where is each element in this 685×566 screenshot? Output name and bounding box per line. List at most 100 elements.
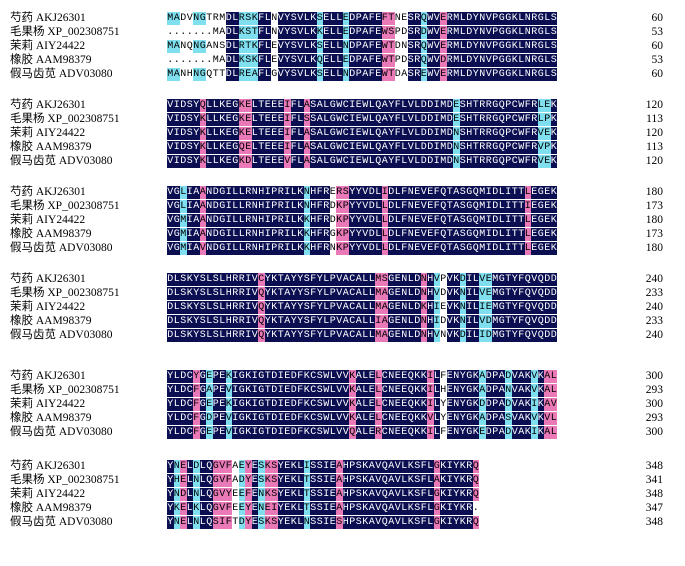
residue-cell: D	[485, 384, 492, 397]
residue-cell: V	[342, 384, 349, 397]
residue-cell: K	[336, 214, 343, 227]
residue-cell: S	[550, 68, 557, 81]
residue-cell: C	[186, 412, 193, 425]
residue-cell: E	[277, 127, 284, 140]
residue-cell: .	[193, 55, 200, 66]
residue-cell: .	[180, 55, 187, 66]
residue-cell: K	[537, 370, 544, 383]
residue-cell: A	[368, 488, 375, 501]
residue-cell: K	[420, 412, 427, 425]
sequence-row: .......MADLKSKFLEVYSVLKQELLEDPAFEWTPDSRQ…	[167, 54, 557, 67]
residue-cell: F	[524, 113, 531, 126]
residue-cell: G	[173, 214, 180, 227]
residue-cell: S	[310, 127, 317, 140]
residue-cell: K	[453, 315, 460, 328]
residue-cell: L	[368, 273, 375, 286]
residue-cell: I	[173, 141, 180, 154]
residue-cell: D	[167, 287, 174, 300]
residue-cell: M	[219, 13, 226, 24]
residue-cell: V	[277, 54, 284, 67]
residue-cell: Y	[284, 12, 291, 25]
residue-cell: E	[375, 68, 382, 81]
residue-cell: E	[427, 228, 434, 241]
residue-cell: E	[251, 488, 258, 501]
residue-cell: I	[524, 200, 531, 213]
residue-cell: V	[485, 54, 492, 67]
residue-cell: P	[544, 141, 551, 154]
residue-cell: F	[193, 384, 200, 397]
residue-cell: K	[251, 40, 258, 53]
residue-cell: D	[225, 26, 232, 39]
residue-cell: G	[537, 26, 544, 39]
residue-cell: L	[407, 301, 414, 314]
residue-cell: L	[414, 155, 421, 168]
residue-cell: I	[186, 214, 193, 227]
residue-cell: N	[505, 384, 512, 397]
residue-cell: D	[238, 474, 245, 487]
residue-cell: E	[414, 214, 421, 227]
residue-cell: V	[342, 426, 349, 439]
residue-cell: V	[362, 214, 369, 227]
residue-cell: P	[544, 113, 551, 126]
residue-cell: Y	[349, 186, 356, 199]
residue-cell: Y	[277, 502, 284, 515]
residue-cell: Q	[498, 99, 505, 112]
residue-cell: E	[284, 502, 291, 515]
residue-cell: R	[446, 54, 453, 67]
residue-cell: D	[349, 40, 356, 53]
residue-cell: M	[453, 54, 460, 67]
residue-cell: D	[238, 516, 245, 529]
residue-cell: A	[498, 384, 505, 397]
residue-cell: E	[531, 200, 538, 213]
residue-cell: F	[394, 99, 401, 112]
residue-cell: R	[414, 12, 421, 25]
residue-cell: A	[498, 426, 505, 439]
residue-cell: I	[505, 228, 512, 241]
residue-cell: L	[232, 26, 239, 39]
residue-cell: Y	[193, 370, 200, 383]
residue-cell: K	[199, 113, 206, 126]
residue-cell: S	[316, 12, 323, 25]
residue-cell: E	[427, 200, 434, 213]
residue-cell: G	[173, 228, 180, 241]
residue-cell: L	[173, 287, 180, 300]
residue-cell: P	[329, 273, 336, 286]
residue-cell: L	[518, 12, 525, 25]
residue-cell: L	[537, 113, 544, 126]
residue-cell: D	[550, 287, 557, 300]
residue-cell: D	[290, 426, 297, 439]
residue-cell: E	[342, 54, 349, 67]
residue-cell: D	[492, 242, 499, 255]
residue-cell: G	[258, 426, 265, 439]
residue-cell: Y	[511, 301, 518, 314]
residue-cell: R	[485, 99, 492, 112]
residue-cell: H	[310, 242, 317, 255]
residue-cell: N	[271, 13, 278, 24]
residue-cell: F	[440, 427, 447, 438]
residue-cell: A	[381, 287, 388, 300]
residue-cell: G	[388, 329, 395, 342]
residue-cell: E	[544, 214, 551, 227]
residue-cell: E	[531, 228, 538, 241]
residue-cell: E	[355, 113, 362, 126]
residue-cell: G	[232, 113, 239, 126]
residue-cell: K	[219, 155, 226, 168]
residue-cell: P	[349, 460, 356, 473]
residue-cell: L	[368, 127, 375, 140]
residue-cell: L	[544, 40, 551, 53]
residue-cell: K	[420, 426, 427, 439]
residue-cell: Y	[264, 329, 271, 342]
residue-cell: P	[349, 474, 356, 487]
residue-cell: R	[531, 54, 538, 67]
residue-cell: V	[446, 273, 453, 286]
residue-cell: Q	[186, 41, 193, 52]
residue-cell: K	[290, 474, 297, 487]
residue-cell: K	[336, 242, 343, 255]
residue-cell: D	[544, 329, 551, 342]
residue-cell: E	[485, 301, 492, 314]
residue-cell: E	[375, 12, 382, 25]
residue-cell: V	[219, 474, 226, 487]
position-number: 180	[645, 186, 663, 198]
residue-cell: E	[245, 127, 252, 140]
residue-cell: A	[453, 214, 460, 227]
